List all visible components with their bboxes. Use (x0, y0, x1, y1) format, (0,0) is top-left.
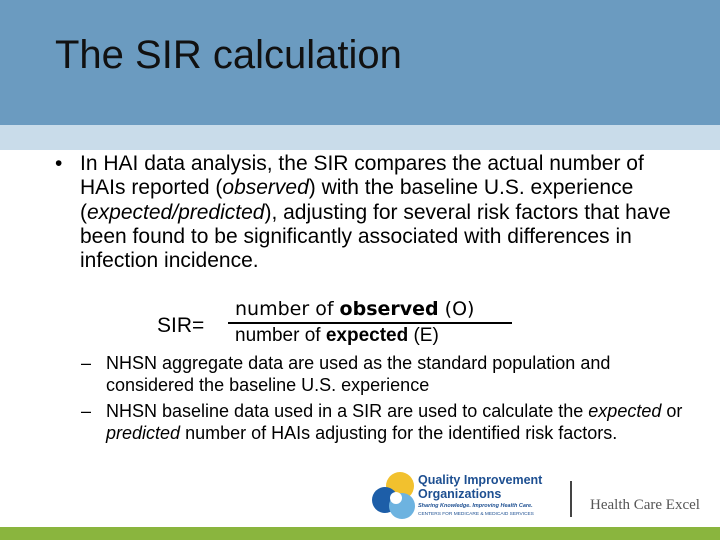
text-run: predicted (106, 422, 181, 443)
qio-cms: CENTERS FOR MEDICARE & MEDICAID SERVICES (418, 512, 534, 517)
footer-strip (0, 527, 720, 540)
qio-logo-text: Quality Improvement Organizations (418, 473, 542, 501)
text-run: expected (325, 325, 409, 346)
text-run: In HAI data analysis, the SIR compares t… (80, 152, 644, 200)
text-run: expected (588, 401, 662, 421)
text-run: observed (339, 298, 439, 320)
text-run: NHSN aggregate data are used as the stan… (106, 353, 611, 395)
sub-bullet: NHSN aggregate data are used as the stan… (81, 353, 686, 396)
text-run: ) with the baseline U.S. experience ( (80, 176, 634, 224)
text-run: NHSN baseline data used in a SIR are use… (106, 401, 589, 421)
formula: SIR= number of observed (O) number of ex… (157, 298, 537, 354)
slide-title: The SIR calculation (55, 33, 402, 77)
sub-bullet: NHSN baseline data used in a SIR are use… (81, 401, 686, 444)
qio-logo-mark (372, 472, 415, 519)
header-strip (0, 125, 720, 150)
text-run: (E) (408, 325, 439, 346)
text-run: number of HAIs adjusting for the identif… (180, 422, 618, 443)
numerator: number of observed (O) (235, 298, 474, 320)
text-run: or (661, 401, 683, 421)
text-run: observed (222, 176, 309, 200)
text-run: (O) (438, 298, 475, 320)
qio-tagline: Sharing Knowledge. Improving Health Care… (418, 503, 533, 509)
formula-lhs: SIR= (157, 314, 205, 337)
fraction-line (228, 322, 512, 324)
logo-line: Quality Improvement (418, 473, 543, 487)
bullet: In HAI data analysis, the SIR compares t… (55, 152, 685, 273)
text-run: number of (235, 325, 326, 346)
text-run: expected/predicted (87, 200, 265, 224)
header-band (0, 0, 720, 125)
text-run: number of (235, 298, 340, 320)
hce-logo: Health Care Excel (590, 497, 700, 513)
denominator: number of expected (E) (235, 325, 439, 347)
logo-line: Organizations (418, 487, 502, 501)
text-run: ), adjusting for several risk factors th… (80, 200, 671, 273)
logo-divider (570, 481, 572, 517)
